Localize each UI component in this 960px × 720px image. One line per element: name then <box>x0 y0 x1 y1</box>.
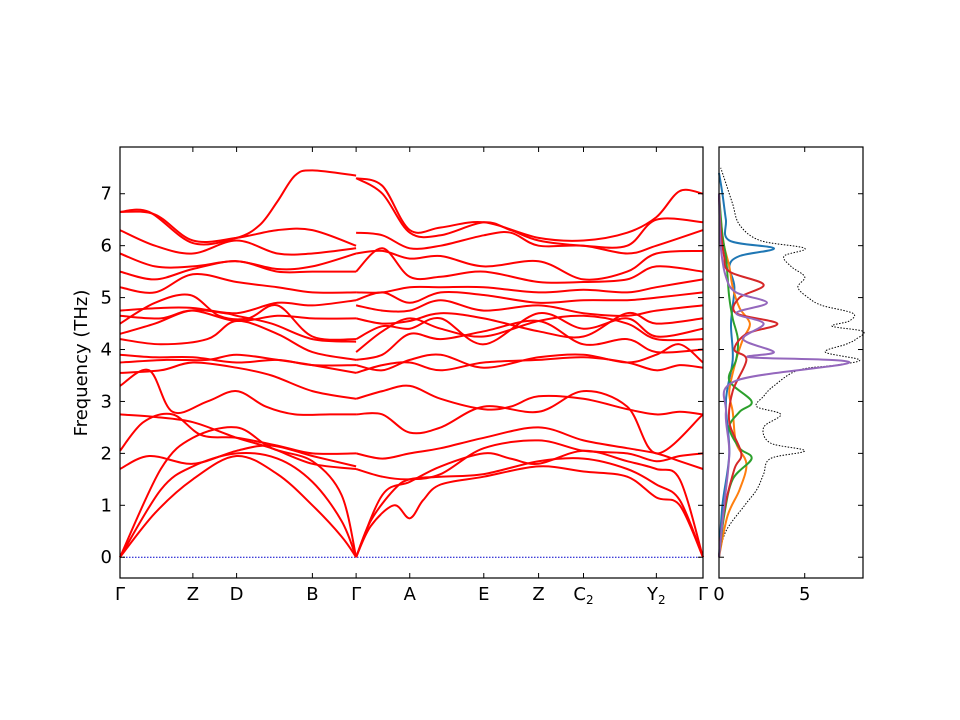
partial-dos-line-3 <box>718 193 779 558</box>
phonon-branch-35 <box>355 291 704 304</box>
partial-dos-line-4 <box>718 193 851 558</box>
phonon-branch-21 <box>355 457 704 558</box>
kpoint-label: Z <box>187 584 199 605</box>
y-tick-label: 5 <box>101 288 112 309</box>
x-axis-kpoint-ticks: Γ Z D B Γ A E Z C2 Y2 Γ <box>115 147 708 607</box>
phonon-branch-15 <box>119 272 357 294</box>
phonon-branch-0 <box>119 454 357 558</box>
y-axis-label: Frequency (THz) <box>71 290 92 437</box>
phonon-branch-6 <box>119 368 357 416</box>
kpoint-label: C2 <box>573 584 593 607</box>
phonon-branch-33 <box>355 311 704 339</box>
kpoint-label: D <box>230 584 244 605</box>
phonon-branch-24 <box>355 439 704 481</box>
kpoint-label: Γ <box>698 584 708 605</box>
y-tick-label: 0 <box>101 547 112 568</box>
phonon-branch-17 <box>119 252 357 271</box>
phonon-branch-41 <box>355 177 704 242</box>
phonon-branch-25 <box>355 426 704 470</box>
phonon-branch-34 <box>355 299 704 317</box>
dos-x-tick-label: 0 <box>713 584 724 605</box>
kpoint-label: A <box>404 584 417 605</box>
phonon-branch-14 <box>119 299 357 315</box>
kpoint-label: Y2 <box>646 584 666 607</box>
y-tick-label: 4 <box>101 340 112 361</box>
kpoint-label-text: C <box>573 584 586 605</box>
phonon-branch-22 <box>355 465 704 558</box>
phonon-branch-12 <box>119 293 357 341</box>
phonon-branch-37 <box>355 247 704 284</box>
phonon-branch-4 <box>119 412 357 455</box>
phonon-branch-26 <box>356 390 704 455</box>
kpoint-label-text: Z <box>187 584 199 605</box>
kpoint-label-subscript: 2 <box>586 593 594 607</box>
y-tick-label: 1 <box>101 495 112 516</box>
phonon-branch-40 <box>355 177 704 249</box>
kpoint-label: B <box>306 584 318 605</box>
axes-frames <box>119 146 864 579</box>
y-tick-label: 7 <box>101 184 112 205</box>
y-tick-label: 2 <box>101 443 112 464</box>
kpoint-label-text: Y <box>646 584 659 605</box>
phonon-branch-29 <box>355 343 704 372</box>
kpoint-label-text: D <box>230 584 244 605</box>
phonon-branch-5 <box>119 413 357 470</box>
kpoint-label-text: E <box>478 584 489 605</box>
phonon-branch-30 <box>355 319 704 361</box>
phonon-branch-2 <box>119 426 358 558</box>
phonon-branch-11 <box>119 309 357 343</box>
band-axes-frame <box>119 146 704 579</box>
y-axis-ticks: 0 1 2 3 4 5 6 7 <box>101 184 863 568</box>
band-structure-plot <box>119 169 704 558</box>
kpoint-label-text: B <box>306 584 318 605</box>
kpoint-label: Γ <box>115 584 125 605</box>
dos-axes-frame <box>718 146 864 579</box>
y-tick-label: 6 <box>101 236 112 257</box>
kpoint-label: E <box>478 584 489 605</box>
kpoint-label: Γ <box>351 584 361 605</box>
dos-x-tick-label: 5 <box>799 584 810 605</box>
kpoint-label-text: A <box>404 584 417 605</box>
kpoint-label: Z <box>532 584 544 605</box>
phonon-branch-32 <box>355 312 704 346</box>
phonon-branch-7 <box>119 361 357 400</box>
phonon-branch-3 <box>119 444 357 470</box>
phonon-branch-13 <box>119 309 357 323</box>
kpoint-label-text: Γ <box>698 584 708 605</box>
phonon-branch-38 <box>355 249 704 281</box>
phonon-branch-20 <box>119 169 357 246</box>
density-of-states-plot <box>718 167 865 558</box>
phonon-branch-18 <box>119 229 357 256</box>
kpoint-label-text: Γ <box>351 584 361 605</box>
kpoint-label-text: Z <box>532 584 544 605</box>
total-dos-line <box>718 167 865 558</box>
phonon-branch-23 <box>355 449 704 558</box>
phonon-branch-9 <box>119 353 357 367</box>
kpoint-label-text: Γ <box>115 584 125 605</box>
phonon-branch-39 <box>356 229 704 255</box>
kpoint-label-subscript: 2 <box>658 593 666 607</box>
phonon-branch-27 <box>355 384 704 416</box>
y-tick-label: 3 <box>101 391 112 412</box>
phonon-branch-1 <box>119 451 358 558</box>
phonon-branch-36 <box>356 278 704 294</box>
